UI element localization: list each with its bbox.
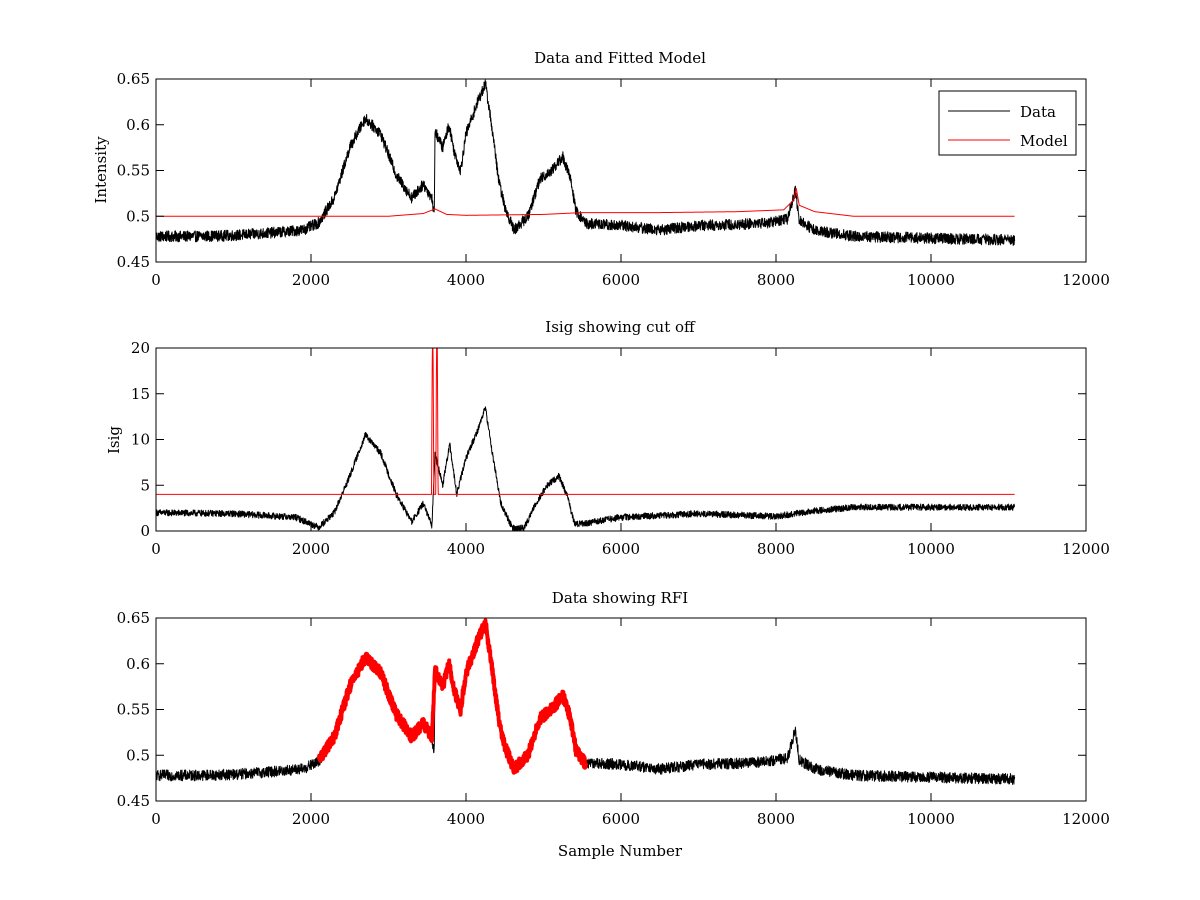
subplot-1-axes: 0 2000 4000 6000 8000 10000 12000 0.45 0.5 0.55 0.… bbox=[117, 70, 1110, 289]
subplot-3-series-group bbox=[156, 618, 1016, 785]
y-tick-label: 0.6 bbox=[126, 116, 150, 134]
subplot-3: Data showing RFI 0 2000 4000 6000 8000 10000 1… bbox=[117, 589, 1110, 860]
x-tick-label: 6000 bbox=[602, 271, 640, 289]
y-tick-label: 15 bbox=[131, 385, 150, 403]
y-tick-label: 0.45 bbox=[117, 253, 150, 271]
subplot-2-title: Isig showing cut off bbox=[545, 318, 696, 336]
subplot-1: Data and Fitted Model Intensity 0 2000 400… bbox=[92, 49, 1110, 289]
series-rfi-points-line bbox=[316, 618, 589, 775]
series-signal-line bbox=[156, 406, 1016, 531]
y-tick-label: 0.55 bbox=[117, 701, 150, 719]
x-tick-label: 4000 bbox=[447, 540, 485, 558]
x-tick-label: 4000 bbox=[447, 810, 485, 828]
y-tick-label: 5 bbox=[140, 476, 150, 494]
y-tick-label: 0.65 bbox=[117, 70, 150, 88]
x-tick-label: 10000 bbox=[907, 540, 955, 558]
legend-box bbox=[938, 90, 1077, 156]
x-tick-label: 8000 bbox=[757, 540, 795, 558]
subplot-2-axes: 0 2000 4000 6000 8000 10000 12000 0 5 10 15 20 bbox=[131, 339, 1110, 558]
y-tick-label: 10 bbox=[131, 431, 150, 449]
y-tick-label: 0.65 bbox=[117, 609, 150, 627]
subplot-3-title: Data showing RFI bbox=[552, 589, 688, 607]
subplot-2-ylabel: Isig bbox=[105, 426, 123, 454]
x-tick-label: 12000 bbox=[1062, 810, 1110, 828]
x-tick-label: 12000 bbox=[1062, 540, 1110, 558]
series-model-line bbox=[156, 187, 1015, 217]
subplot-2-series-group bbox=[156, 348, 1016, 531]
y-tick-label: 0.55 bbox=[117, 162, 150, 180]
legend-label-model: Model bbox=[1020, 132, 1068, 150]
legend: Data Model bbox=[938, 90, 1077, 156]
series-cutoff-line bbox=[156, 348, 1015, 495]
y-tick-label: 0.5 bbox=[126, 207, 150, 225]
subplot-3-xlabel: Sample Number bbox=[558, 842, 683, 860]
x-tick-label: 4000 bbox=[447, 271, 485, 289]
y-tick-label: 0 bbox=[140, 522, 150, 540]
x-tick-label: 2000 bbox=[292, 271, 330, 289]
x-tick-label: 12000 bbox=[1062, 271, 1110, 289]
x-tick-label: 8000 bbox=[757, 810, 795, 828]
subplot-1-series-group bbox=[156, 79, 1016, 246]
subplot-3-axes: 0 2000 4000 6000 8000 10000 12000 0.45 0.5 0.55 0.… bbox=[117, 609, 1110, 828]
y-tick-label: 0.45 bbox=[117, 792, 150, 810]
subplot-2: Isig showing cut off Isig 0 2000 4000 6000 8… bbox=[105, 318, 1110, 558]
x-tick-label: 10000 bbox=[907, 810, 955, 828]
x-tick-label: 2000 bbox=[292, 540, 330, 558]
y-tick-label: 20 bbox=[131, 339, 150, 357]
subplot-1-ylabel: Intensity bbox=[92, 136, 110, 204]
x-tick-label: 6000 bbox=[602, 810, 640, 828]
x-tick-label: 10000 bbox=[907, 271, 955, 289]
legend-label-data: Data bbox=[1020, 103, 1056, 121]
x-tick-label: 0 bbox=[151, 540, 161, 558]
x-tick-label: 8000 bbox=[757, 271, 795, 289]
series-data-line bbox=[156, 79, 1016, 246]
y-tick-label: 0.6 bbox=[126, 655, 150, 673]
y-tick-label: 0.5 bbox=[126, 746, 150, 764]
x-tick-label: 6000 bbox=[602, 540, 640, 558]
subplot-1-title: Data and Fitted Model bbox=[534, 49, 706, 67]
x-tick-label: 0 bbox=[151, 810, 161, 828]
x-tick-label: 0 bbox=[151, 271, 161, 289]
x-tick-label: 2000 bbox=[292, 810, 330, 828]
